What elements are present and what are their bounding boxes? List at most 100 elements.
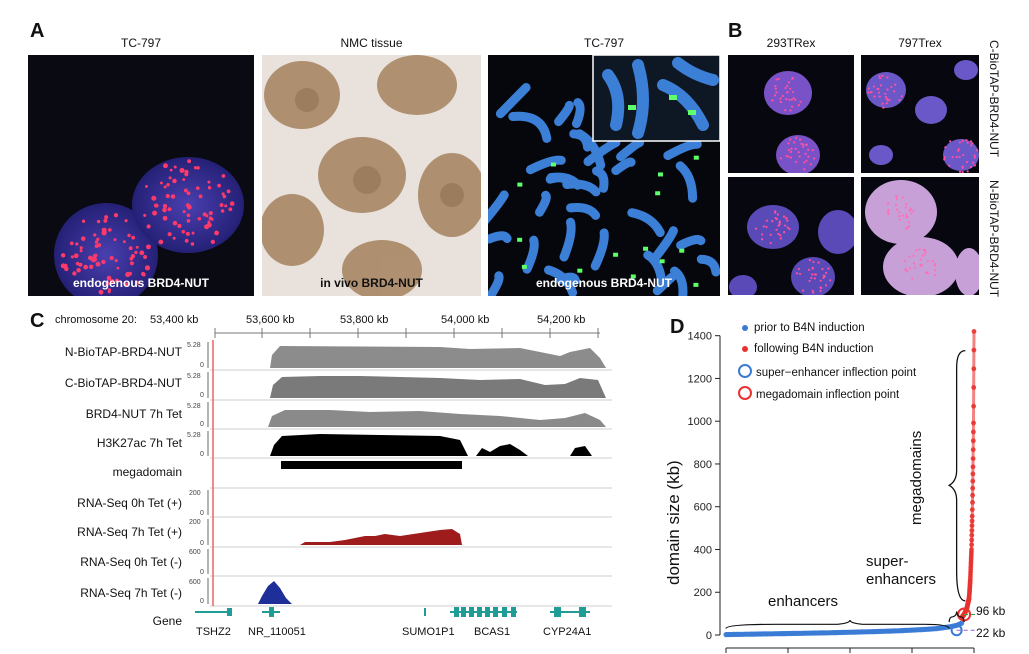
fluorescent-spot <box>798 272 802 276</box>
ymin-1: 0 <box>200 362 204 369</box>
fluorescent-spot <box>911 277 914 280</box>
fluorescent-spot <box>778 220 781 223</box>
fluorescent-spot <box>961 166 964 169</box>
fluorescent-spot <box>802 145 805 148</box>
fluorescent-spot <box>910 212 913 215</box>
fluorescent-spot <box>951 156 954 159</box>
fluorescent-spot <box>894 83 897 86</box>
fluorescent-spot <box>795 136 798 139</box>
fluorescent-spot <box>197 216 202 221</box>
fluorescent-spot <box>91 256 98 262</box>
y-tick-label: 600 <box>694 502 712 514</box>
fluorescent-spot <box>867 87 871 90</box>
fluorescent-spot <box>143 255 148 259</box>
panel-b-letter: B <box>728 20 743 42</box>
track-label-9: RNA-Seq 7h Tet (-) <box>80 586 182 600</box>
fluorescent-spot <box>135 245 139 249</box>
fluorescent-spot <box>965 139 968 142</box>
legend-mega-circle <box>738 386 752 400</box>
fluorescent-spot <box>912 209 915 212</box>
fluorescent-spot <box>92 253 97 258</box>
fluorescent-spot <box>93 233 97 237</box>
fluorescent-spot <box>769 233 772 236</box>
fluorescent-spot <box>762 225 765 228</box>
fluorescent-spot <box>173 165 177 169</box>
fluorescent-spot <box>787 142 790 145</box>
chromosome <box>525 155 566 175</box>
fish-signal <box>577 268 583 273</box>
fluorescent-spot <box>128 271 132 276</box>
fluorescent-spot <box>773 94 777 97</box>
track-label-6: RNA-Seq 0h Tet (+) <box>77 496 182 510</box>
fluorescent-spot <box>790 105 794 108</box>
fluorescent-spot <box>901 196 904 199</box>
fluorescent-spot <box>973 156 976 159</box>
y-tick-label: 200 <box>694 587 712 599</box>
fluorescent-spot <box>907 221 911 224</box>
fluorescent-spot <box>76 267 81 273</box>
fluorescent-spot <box>811 273 814 276</box>
fluorescent-spot <box>774 85 777 88</box>
fluorescent-spot <box>765 219 769 222</box>
fluorescent-spot <box>811 289 814 292</box>
fluorescent-spot <box>226 189 231 194</box>
fluorescent-spot <box>177 223 182 228</box>
chromosome <box>652 226 678 261</box>
panel-a-letter: A <box>30 20 45 42</box>
fluorescent-spot <box>887 208 890 211</box>
fluorescent-spot <box>798 155 801 158</box>
fluorescent-spot <box>193 166 198 170</box>
y-tick-label: 0 <box>706 630 712 642</box>
fluorescent-spot <box>824 284 828 287</box>
panel-b-col-2: 797Trex <box>898 36 942 50</box>
fluorescent-spot <box>807 268 811 271</box>
fluorescent-spot <box>222 194 227 199</box>
fluorescent-spot <box>184 169 189 174</box>
fluorescent-spot <box>786 84 789 87</box>
fluorescent-spot <box>129 261 134 266</box>
fluorescent-spot <box>217 183 221 188</box>
fluorescent-spot <box>820 286 823 290</box>
fluorescent-spot <box>809 163 813 166</box>
fluorescent-spot <box>879 84 883 87</box>
fluorescent-spot <box>969 140 973 143</box>
fluorescent-spot <box>904 267 907 271</box>
fluorescent-spot <box>973 164 976 167</box>
annotation-22kb: 22 kb <box>976 626 1006 640</box>
fluorescent-spot <box>887 212 890 216</box>
fluorescent-spot <box>797 267 801 271</box>
tick-label-1: 53,400 kb <box>150 314 199 326</box>
fluorescent-spot <box>775 228 778 231</box>
fluorescent-spot <box>934 264 937 267</box>
fluorescent-spot <box>140 251 145 255</box>
fluorescent-spot <box>787 148 790 152</box>
fluorescent-spot <box>955 155 958 159</box>
fluorescent-spot <box>784 109 787 112</box>
fluorescent-spot <box>821 268 824 271</box>
fluorescent-spot <box>760 238 764 241</box>
fluorescent-spot <box>124 219 128 223</box>
fluorescent-spot <box>922 248 925 252</box>
fluorescent-spot <box>163 163 168 169</box>
tick-label-2: 53,600 kb <box>246 314 295 326</box>
track-label-4: H3K27ac 7h Tet <box>96 436 182 450</box>
fluorescent-spot <box>944 146 947 149</box>
fluorescent-spot <box>813 277 816 280</box>
fluorescent-spot <box>787 81 791 84</box>
fluorescent-spot <box>96 237 100 241</box>
fluorescent-spot <box>787 155 790 158</box>
fluorescent-spot <box>786 91 789 94</box>
fluorescent-spot <box>221 174 226 178</box>
fluorescent-spot <box>918 248 921 251</box>
fluorescent-spot <box>165 193 170 199</box>
annotation-megadomains: megadomains <box>908 430 925 525</box>
ymax-9: 600 <box>189 579 201 586</box>
fluorescent-spot <box>162 203 168 209</box>
fluorescent-spot <box>153 203 159 208</box>
fluorescent-spot <box>905 203 908 206</box>
chromosome <box>572 98 585 129</box>
panel-d-letter: D <box>670 316 685 338</box>
gene-label-sumo1p1: SUMO1P1 <box>402 626 455 638</box>
enhancers-brace <box>725 619 950 630</box>
fluorescent-spot <box>817 261 820 264</box>
